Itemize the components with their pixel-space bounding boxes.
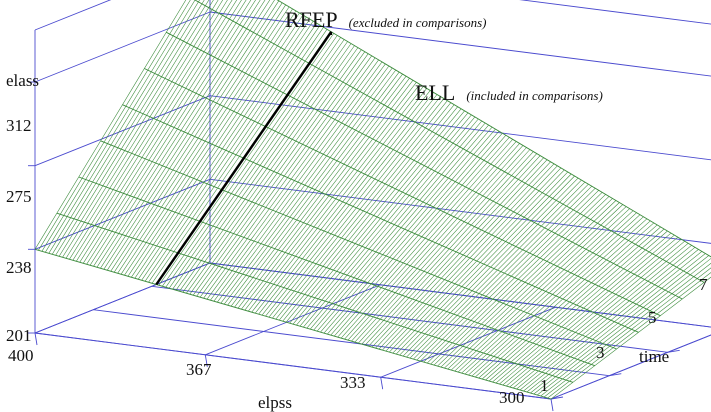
- surface-grid-line: [56, 212, 574, 383]
- surface-grid-line: [276, 0, 711, 258]
- surface-hatch-line: [62, 0, 224, 258]
- elpss-gridline-floor: [380, 306, 556, 378]
- time-tick-7: 7: [699, 275, 708, 294]
- surface-hatch-line: [34, 0, 187, 250]
- surface-grid-line: [166, 31, 683, 300]
- rfep-note: (excluded in comparisons): [349, 15, 487, 30]
- surface-hatch-line: [100, 0, 275, 269]
- elass-axis-title: elass: [6, 71, 39, 90]
- surface-grid-line: [122, 104, 639, 333]
- elpss-tick-300: 300: [499, 388, 525, 407]
- time-tick-5: 5: [648, 308, 657, 327]
- back-wall-top-edge: [34, 0, 112, 31]
- time-gridline-floor: [151, 285, 668, 353]
- ell-note: (included in comparisons): [466, 88, 602, 103]
- surface-grid-line: [78, 176, 595, 367]
- time-gridline-floor: [34, 332, 552, 400]
- box-grid: [28, 0, 711, 412]
- elpss-tick-mark: [204, 354, 208, 367]
- surface-grid-line: [194, 0, 705, 283]
- surface-hatch-line: [41, 0, 196, 252]
- elpss-tick-mark: [550, 398, 554, 412]
- time-tick-3: 3: [596, 343, 605, 362]
- time-tick-1: 1: [540, 376, 549, 395]
- surface-hatch-line: [550, 276, 711, 400]
- elpss-gridline-floor: [205, 284, 381, 356]
- elass-tick-238: 238: [6, 258, 32, 277]
- elpss-tick-333: 333: [340, 373, 366, 392]
- time-tick-mark: [667, 349, 680, 353]
- surface-grid-line: [34, 248, 552, 400]
- elass-tick-275: 275: [6, 187, 32, 206]
- elpss-tick-mark: [34, 332, 38, 346]
- ell-annotation: ELL (included in comparisons): [415, 80, 603, 105]
- elass-gridline-back: [34, 11, 211, 83]
- surface: [34, 0, 711, 400]
- side-wall-top-edge: [519, 0, 711, 25]
- elass-gridline-side: [209, 95, 711, 161]
- rfep-annotation: RFEP (excluded in comparisons): [285, 7, 487, 32]
- elpss-axis-title: elpss: [258, 393, 292, 412]
- elass-tick-201: 201: [6, 326, 32, 345]
- elass-gridline-back: [34, 95, 211, 167]
- surface-hatch-line: [540, 262, 711, 397]
- ell-label: ELL: [415, 80, 455, 105]
- time-gridline-floor: [93, 309, 610, 377]
- elpss-gridline-floor: [550, 334, 711, 400]
- time-tick-mark: [550, 396, 564, 400]
- surface-grid-line: [144, 68, 661, 317]
- elass-tick-312: 312: [6, 116, 32, 135]
- rfep-label: RFEP: [285, 7, 338, 32]
- elpss-tick-400: 400: [8, 346, 34, 365]
- surface-hatch-line: [48, 0, 205, 254]
- elpss-tick-mark: [380, 377, 384, 390]
- surface-grid-line: [100, 140, 617, 350]
- elass-gridline-side: [209, 11, 711, 77]
- floor-edge-right: [550, 334, 711, 400]
- time-axis-title: time: [639, 347, 669, 366]
- elpss-tick-367: 367: [186, 360, 212, 379]
- rfep-ell-boundary-line: [155, 31, 333, 286]
- time-tick-mark: [609, 373, 622, 377]
- time-gridline-floor: [209, 262, 711, 328]
- elpss-gridline-floor: [34, 262, 211, 334]
- surface-hatch-line: [89, 0, 261, 266]
